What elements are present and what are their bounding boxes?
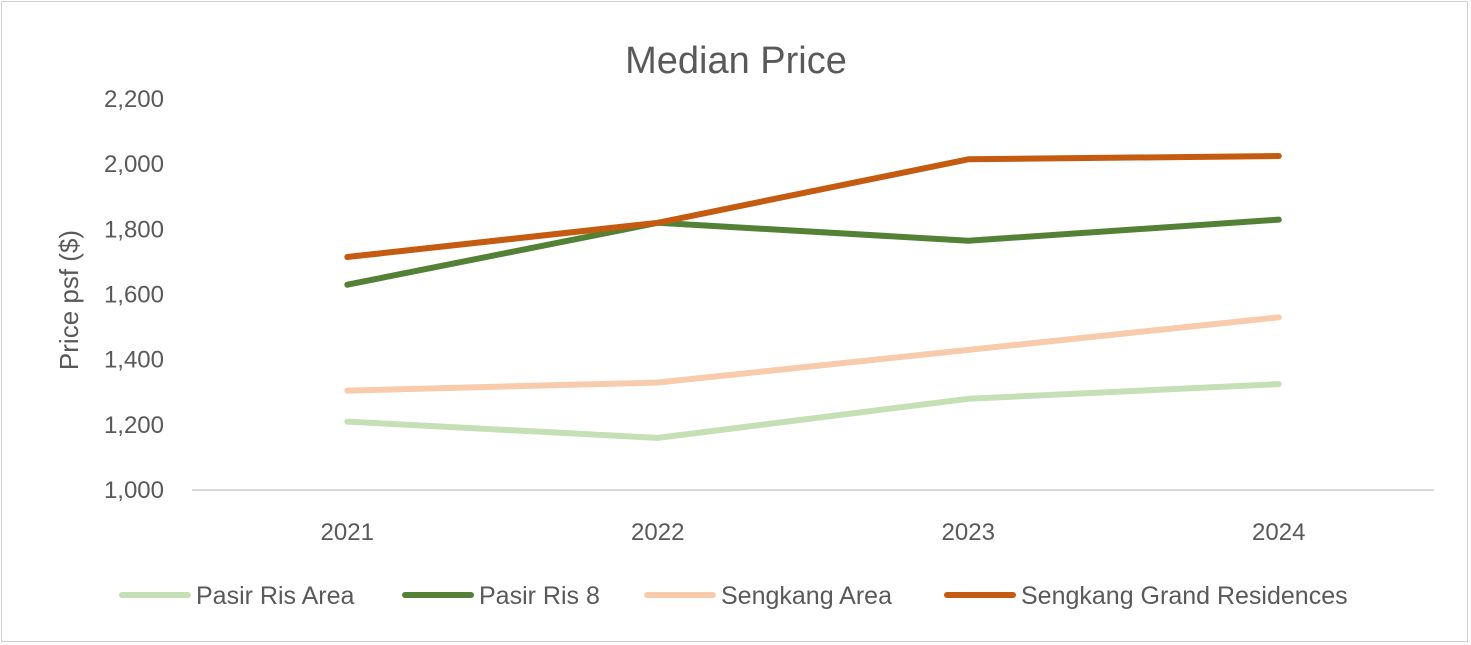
y-tick-label: 1,200 bbox=[104, 412, 164, 439]
legend-label: Sengkang Area bbox=[721, 582, 892, 610]
legend-label: Pasir Ris 8 bbox=[479, 582, 600, 610]
y-axis-ticks: 1,000 1,200 1,400 1,600 1,800 2,000 2,200 bbox=[104, 86, 164, 504]
series-lines bbox=[344, 153, 1282, 441]
series-line-4 bbox=[344, 153, 1282, 260]
x-tick-label: 2023 bbox=[942, 519, 995, 546]
chart-title: Median Price bbox=[625, 40, 847, 82]
y-tick-label: 1,400 bbox=[104, 347, 164, 374]
y-tick-label: 2,000 bbox=[104, 151, 164, 178]
y-tick-label: 1,600 bbox=[104, 282, 164, 309]
x-axis-ticks: 2021 2022 2023 2024 bbox=[321, 519, 1306, 546]
legend-label: Pasir Ris Area bbox=[196, 582, 354, 610]
x-tick-label: 2021 bbox=[321, 519, 374, 546]
y-tick-label: 2,200 bbox=[104, 86, 164, 113]
y-tick-label: 1,000 bbox=[104, 477, 164, 504]
x-tick-label: 2024 bbox=[1252, 519, 1305, 546]
legend-label: Sengkang Grand Residences bbox=[1021, 582, 1348, 610]
series-line-1 bbox=[344, 381, 1282, 441]
legend: Pasir Ris Area Pasir Ris 8 Sengkang Area Se… bbox=[119, 582, 1348, 610]
y-tick-label: 1,800 bbox=[104, 216, 164, 243]
series-line-3 bbox=[344, 314, 1282, 394]
y-axis-title: Price psf ($) bbox=[54, 230, 84, 370]
x-tick-label: 2022 bbox=[631, 519, 684, 546]
series-line-2 bbox=[344, 216, 1282, 288]
